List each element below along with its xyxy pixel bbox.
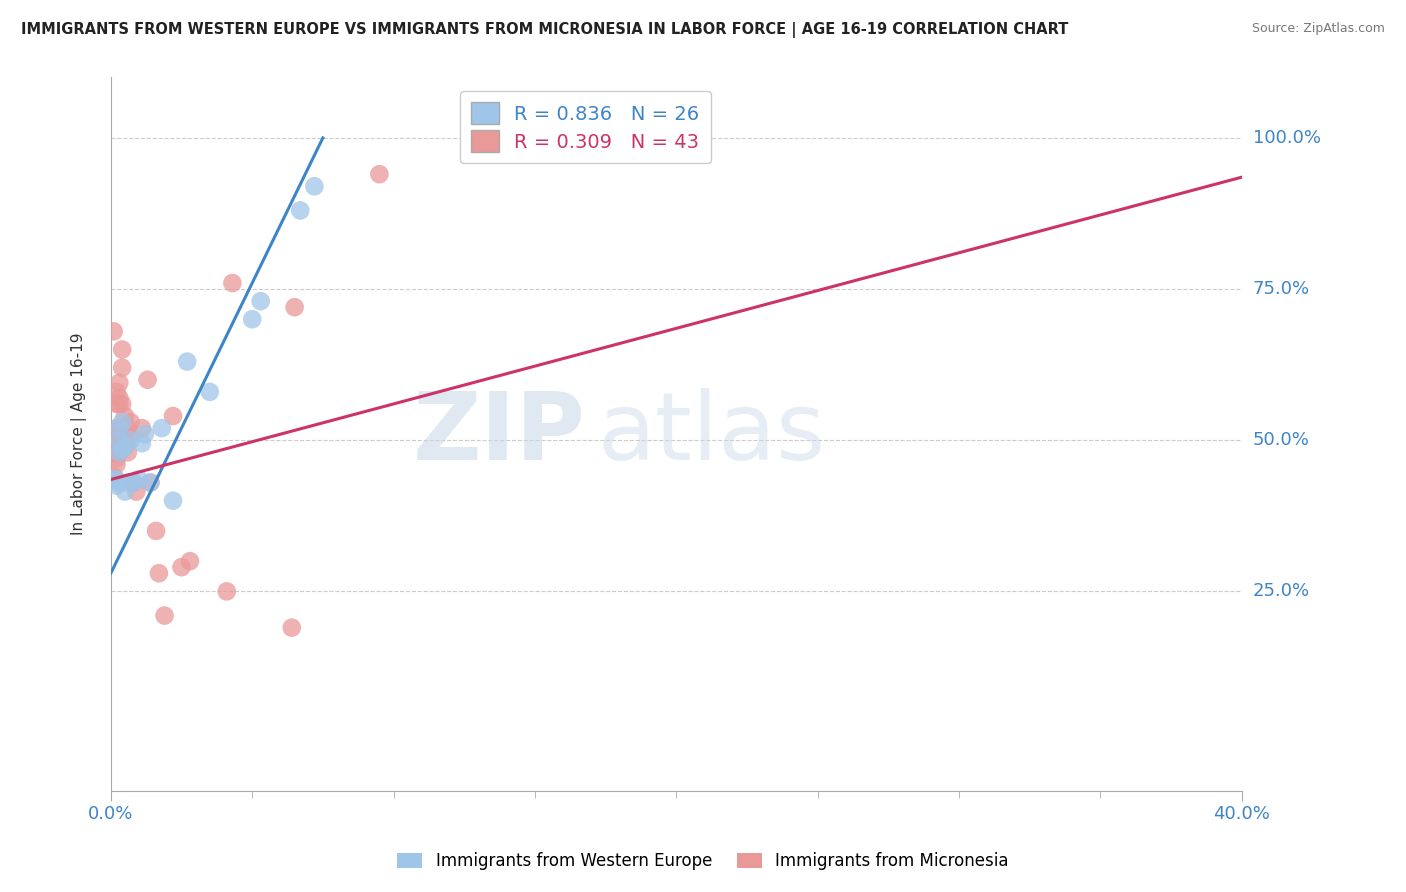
Point [281,621,304,635]
Point [105,421,128,435]
Point [134,427,156,442]
Point [117,445,139,459]
Text: atlas: atlas [598,388,825,480]
Point [145,524,167,538]
Point [114,427,136,442]
Point [103,325,125,339]
Point [105,397,128,411]
Point [117,434,139,448]
Point [111,442,134,457]
Point [108,445,131,459]
Point [170,560,193,574]
Point [114,409,136,423]
Point [114,484,136,499]
Point [105,439,128,453]
Legend: Immigrants from Western Europe, Immigrants from Micronesia: Immigrants from Western Europe, Immigran… [391,846,1015,877]
Point [148,566,170,581]
Point [128,473,150,487]
Point [136,373,159,387]
Point [105,458,128,472]
Point [304,179,326,194]
Point [108,391,131,405]
Point [105,475,128,490]
Point [290,203,312,218]
Point [108,434,131,448]
Point [111,397,134,411]
Point [122,475,145,490]
Point [162,493,184,508]
Point [111,415,134,429]
Point [198,384,221,399]
Point [114,439,136,453]
Point [153,608,176,623]
Point [111,360,134,375]
Point [105,384,128,399]
Text: 75.0%: 75.0% [1253,280,1310,298]
Point [122,475,145,490]
Point [150,421,173,435]
Point [221,276,243,290]
Text: ZIP: ZIP [413,388,586,480]
Point [117,475,139,490]
Point [103,469,125,483]
Point [108,376,131,390]
Point [105,478,128,492]
Point [131,421,153,435]
Text: Source: ZipAtlas.com: Source: ZipAtlas.com [1251,22,1385,36]
Point [105,427,128,442]
Point [111,343,134,357]
Point [120,434,142,448]
Text: IMMIGRANTS FROM WESTERN EUROPE VS IMMIGRANTS FROM MICRONESIA IN LABOR FORCE | AG: IMMIGRANTS FROM WESTERN EUROPE VS IMMIGR… [21,22,1069,38]
Point [162,409,184,423]
Point [105,473,128,487]
Point [125,484,148,499]
Text: 25.0%: 25.0% [1253,582,1310,600]
Point [284,300,307,314]
Point [108,421,131,435]
Point [179,554,201,568]
Point [105,451,128,466]
Point [103,445,125,459]
Point [139,475,162,490]
Point [108,445,131,459]
Point [108,397,131,411]
Point [139,475,162,490]
Point [108,434,131,448]
Point [176,354,198,368]
Point [215,584,238,599]
Point [240,312,263,326]
Point [131,436,153,450]
Legend: R = 0.836   N = 26, R = 0.309   N = 43: R = 0.836 N = 26, R = 0.309 N = 43 [460,91,711,163]
Point [114,439,136,453]
Point [249,294,271,309]
Point [368,167,391,181]
Point [103,427,125,442]
Text: 50.0%: 50.0% [1253,431,1309,450]
Y-axis label: In Labor Force | Age 16-19: In Labor Force | Age 16-19 [72,333,87,535]
Point [111,427,134,442]
Point [120,415,142,429]
Text: 100.0%: 100.0% [1253,129,1320,147]
Point [117,421,139,435]
Point [103,473,125,487]
